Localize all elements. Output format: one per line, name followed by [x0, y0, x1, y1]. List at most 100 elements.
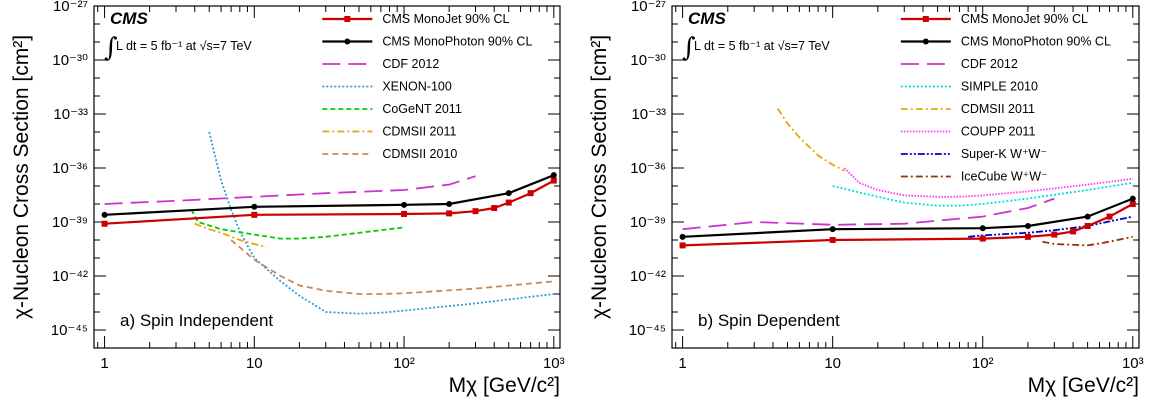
- data-point: [251, 203, 258, 210]
- x-tick-label: 10²: [393, 355, 415, 372]
- series-line: [104, 175, 476, 205]
- x-tick-label: 10³: [1122, 355, 1144, 372]
- cms-label: CMS: [110, 9, 148, 28]
- y-axis-title: χ-Nucleon Cross Section [cm²]: [10, 35, 33, 319]
- x-tick-label: 10: [246, 355, 263, 372]
- legend-entry: CMS MonoJet 90% CL: [322, 12, 510, 26]
- panel-spin-independent: 1 10 10² 10³ 10⁻⁴⁵ 10⁻⁴² 10⁻³⁹ 10⁻³⁶ 10⁻³³ 10⁻³⁰ 1…: [10, 0, 565, 397]
- plot-frame: [671, 5, 1140, 349]
- data-point: [401, 201, 408, 208]
- legend-entry: SIMPLE 2010: [900, 80, 1038, 94]
- series-line: [104, 179, 555, 225]
- legend-entry: COUPP 2011: [900, 125, 1036, 139]
- legend-entry: CDMSII 2011: [322, 125, 456, 139]
- luminosity-label: L dt = 5 fb⁻¹ at √s=7 TeV: [116, 39, 252, 53]
- legend-entry: CDF 2012: [900, 57, 1018, 71]
- data-point: [1084, 213, 1091, 220]
- series-line: [682, 197, 1134, 238]
- y-tick-label: 10⁻⁴⁵: [629, 322, 666, 339]
- data-point: [1024, 233, 1031, 240]
- series-line: [194, 222, 267, 249]
- luminosity-label: L dt = 5 fb⁻¹ at √s=7 TeV: [694, 39, 830, 53]
- legend-label: CDMSII 2011: [382, 125, 456, 139]
- data-point: [1070, 228, 1077, 235]
- x-tick-label: 1: [100, 355, 108, 372]
- legend-label: CMS MonoJet 90% CL: [961, 12, 1088, 26]
- legend-label: XENON-100: [382, 80, 452, 94]
- data-point: [829, 226, 836, 233]
- plot-area: [679, 108, 1136, 249]
- series-line: [832, 181, 1133, 207]
- legend-label: CMS MonoJet 90% CL: [382, 12, 509, 26]
- legend-label: CoGeNT 2011: [382, 102, 461, 116]
- series-line: [968, 215, 1133, 238]
- y-tick-label: 10⁻³³: [53, 106, 88, 123]
- legend-marker: [922, 16, 929, 22]
- series-line: [104, 174, 555, 216]
- integral-symbol: ∫: [104, 33, 118, 63]
- legend-marker: [344, 38, 351, 45]
- legend-entry: IceCube W⁺W⁻: [900, 170, 1048, 184]
- data-point: [1051, 231, 1058, 238]
- series-line: [682, 203, 1134, 247]
- data-point: [401, 210, 408, 217]
- series-line: [230, 239, 554, 295]
- x-axis-title: Mχ [GeV/c²]: [449, 374, 560, 397]
- legend-entry: CMS MonoPhoton 90% CL: [900, 35, 1111, 49]
- y-tick-label: 10⁻⁴²: [630, 268, 666, 285]
- legend-entry: CDF 2012: [322, 57, 439, 71]
- y-tick-label: 10⁻³⁶: [52, 160, 88, 177]
- y-tick-label: 10⁻²⁷: [631, 0, 666, 15]
- series-line: [208, 131, 554, 315]
- data-point: [527, 190, 534, 197]
- legend-entry: CMS MonoPhoton 90% CL: [322, 35, 532, 49]
- legend-label: SIMPLE 2010: [961, 80, 1038, 94]
- series-line: [190, 208, 405, 240]
- y-tick-label: 10⁻³⁶: [630, 160, 666, 177]
- legend-label: CDF 2012: [961, 57, 1018, 71]
- panel-spin-dependent: 1 10 10² 10³ 10⁻⁴⁵ 10⁻⁴² 10⁻³⁹ 10⁻³⁶ 10⁻³³ 10⁻³⁰ 1…: [588, 0, 1144, 397]
- data-point: [1129, 201, 1136, 207]
- series-line: [776, 108, 845, 172]
- y-tick-label: 10⁻⁴²: [52, 268, 88, 285]
- legend-marker: [344, 16, 351, 22]
- legend-label: COUPP 2011: [961, 125, 1036, 139]
- series-line: [682, 197, 1055, 231]
- y-axis-title: χ-Nucleon Cross Section [cm²]: [588, 35, 611, 319]
- data-point: [979, 235, 986, 242]
- integral-symbol: ∫: [682, 33, 696, 63]
- series-line: [1042, 235, 1133, 247]
- data-point: [550, 177, 557, 184]
- legend-label: CMS MonoPhoton 90% CL: [961, 35, 1111, 49]
- legend-label: CDF 2012: [382, 57, 439, 71]
- x-tick-label: 1: [678, 355, 686, 372]
- legend-label: Super-K W⁺W⁻: [961, 147, 1047, 161]
- data-point: [679, 242, 686, 249]
- x-tick-label: 10²: [972, 355, 994, 372]
- data-point: [1084, 222, 1091, 229]
- legend-entry: CMS MonoJet 90% CL: [900, 12, 1088, 26]
- data-point: [1106, 213, 1113, 220]
- legend-entry: CDMSII 2011: [900, 102, 1035, 116]
- data-point: [446, 210, 453, 217]
- legend-label: CDMSII 2011: [961, 102, 1035, 116]
- x-axis-title: Mχ [GeV/c²]: [1028, 374, 1139, 397]
- data-point: [505, 199, 512, 206]
- panel-label: a) Spin Independent: [120, 311, 273, 330]
- legend-entry: CDMSII 2010: [322, 147, 457, 161]
- x-tick-label: 10: [824, 355, 841, 372]
- cms-label: CMS: [688, 9, 726, 28]
- plot-area: [101, 131, 557, 315]
- legend-entry: Super-K W⁺W⁻: [900, 147, 1047, 161]
- data-point: [491, 204, 498, 211]
- panel-label: b) Spin Dependent: [698, 311, 840, 330]
- y-tick-label: 10⁻³⁹: [630, 214, 666, 231]
- data-point: [472, 208, 479, 215]
- series-line: [843, 167, 1133, 198]
- y-tick-label: 10⁻³⁹: [52, 214, 88, 231]
- x-tick-label: 10³: [543, 355, 565, 372]
- data-point: [979, 225, 986, 232]
- data-point: [1129, 195, 1136, 202]
